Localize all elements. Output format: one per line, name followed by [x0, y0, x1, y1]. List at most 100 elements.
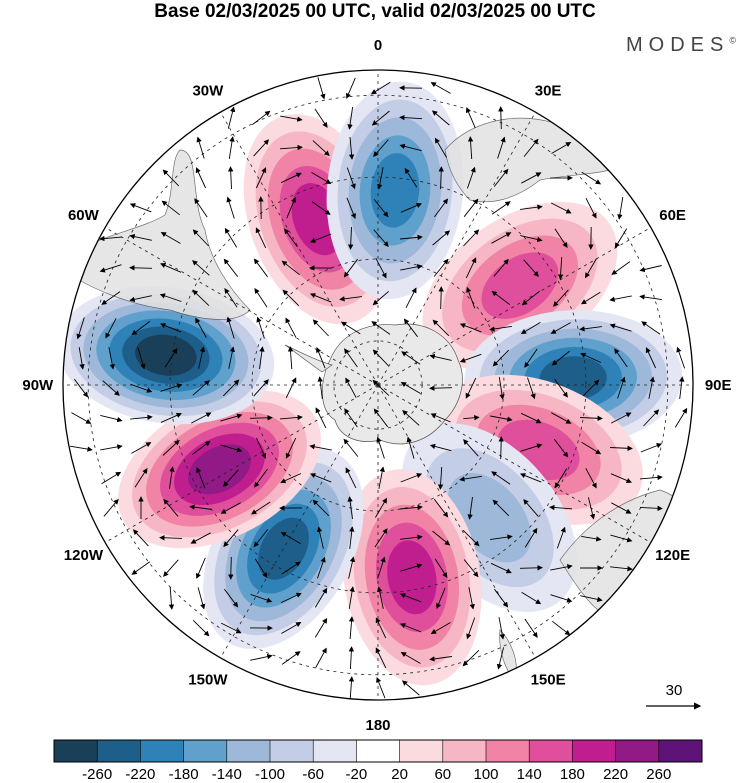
wind-arrow	[348, 676, 355, 700]
wind-arrow	[348, 616, 355, 640]
wind-arrow	[160, 262, 182, 273]
wind-arrow	[220, 444, 243, 453]
wind-arrow	[402, 409, 420, 426]
wind-arrow	[459, 323, 482, 333]
wind-arrow	[467, 497, 473, 520]
wind-arrow	[554, 378, 568, 398]
wind-arrow	[521, 172, 542, 184]
wind-arrow	[553, 438, 569, 458]
wind-arrow	[437, 466, 444, 490]
latitude-ring	[169, 176, 587, 594]
wind-arrow	[527, 377, 536, 400]
wind-arrow	[194, 198, 208, 218]
wind-arrow	[579, 326, 602, 332]
wind-arrow	[191, 412, 212, 424]
wind-arrow	[220, 413, 243, 422]
reference-vector: 30	[646, 682, 702, 710]
wind-arrow	[161, 200, 180, 216]
wind-arrow	[489, 325, 512, 332]
wind-arrow	[373, 139, 389, 157]
wind-arrow	[580, 352, 602, 363]
wind-arrow	[370, 81, 391, 95]
wind-arrow	[102, 380, 120, 396]
wind-arrow	[131, 561, 151, 575]
wind-arrow	[609, 295, 632, 302]
wind-arrow	[498, 436, 504, 460]
wind-arrow	[494, 588, 509, 608]
wind-arrow	[252, 110, 271, 126]
wind-arrow	[223, 258, 239, 277]
wind-arrow	[311, 201, 331, 215]
wind-arrow	[253, 139, 270, 157]
colorbar-label: -140	[212, 766, 242, 783]
wind-arrow	[521, 290, 540, 306]
wind-arrow	[279, 144, 303, 151]
wind-arrow	[459, 475, 482, 482]
wind-arrow	[403, 318, 418, 338]
wind-arrow	[134, 468, 148, 488]
wind-arrow	[373, 229, 389, 247]
wind-arrow	[520, 322, 541, 335]
wind-arrow	[490, 562, 512, 574]
brand-logo: MODES©	[626, 34, 736, 57]
wind-arrow	[430, 82, 451, 94]
wind-arrow	[100, 444, 123, 451]
wind-arrow	[254, 558, 268, 579]
anomaly-contour	[188, 444, 251, 495]
antarctic-peninsula	[284, 344, 333, 373]
wind-arrow	[285, 437, 297, 459]
wind-arrow	[550, 202, 572, 214]
wind-arrow	[376, 586, 384, 609]
wind-arrow	[281, 260, 300, 276]
wind-arrow	[550, 594, 573, 603]
wind-arrow	[582, 379, 600, 397]
wind-arrow	[609, 323, 632, 332]
wind-arrow	[284, 228, 298, 248]
wind-arrow	[105, 318, 117, 339]
wind-arrow	[467, 136, 474, 160]
wind-arrow	[280, 115, 303, 122]
wind-arrow	[551, 350, 570, 366]
wind-arrow	[399, 593, 422, 603]
wind-arrow	[400, 473, 423, 483]
wind-arrow	[197, 587, 206, 610]
wind-arrow	[641, 321, 661, 335]
wind-arrow	[253, 529, 269, 548]
wind-arrow	[492, 349, 510, 367]
wind-arrow	[228, 346, 235, 369]
wind-arrow	[281, 651, 301, 665]
wind-arrow	[523, 499, 539, 517]
wind-arrow	[254, 468, 268, 488]
wind-arrow	[523, 138, 539, 157]
colorbar-swatch	[399, 740, 444, 762]
wind-arrow	[78, 347, 85, 370]
wind-arrow	[372, 349, 389, 367]
colorbar-label: -220	[125, 766, 155, 783]
wind-arrow	[375, 497, 388, 518]
wind-arrow	[554, 468, 568, 489]
wind-arrow	[348, 226, 354, 250]
wind-arrow	[343, 258, 358, 278]
wind-arrow	[103, 498, 119, 517]
wind-arrow	[132, 529, 149, 547]
wind-arrow	[309, 444, 332, 451]
wind-arrow	[280, 592, 302, 604]
wind-arrow	[459, 353, 482, 363]
wind-arrow	[438, 286, 444, 310]
wind-arrow	[640, 443, 663, 453]
colorbar-label: -260	[82, 766, 112, 783]
longitude-label: 0	[374, 37, 382, 54]
wind-arrow	[373, 199, 389, 218]
longitude-label: 90E	[705, 377, 732, 394]
longitude-label: 60W	[68, 207, 100, 224]
longitude-label: 30W	[192, 82, 224, 99]
wind-arrow	[524, 348, 538, 368]
wind-arrow	[614, 348, 628, 368]
colorbar-swatch	[615, 740, 660, 762]
longitude-label: 120E	[655, 547, 690, 564]
wind-arrow	[348, 586, 355, 609]
wind-arrow	[520, 204, 543, 210]
wind-arrow	[399, 114, 423, 121]
wind-arrow	[520, 412, 542, 424]
